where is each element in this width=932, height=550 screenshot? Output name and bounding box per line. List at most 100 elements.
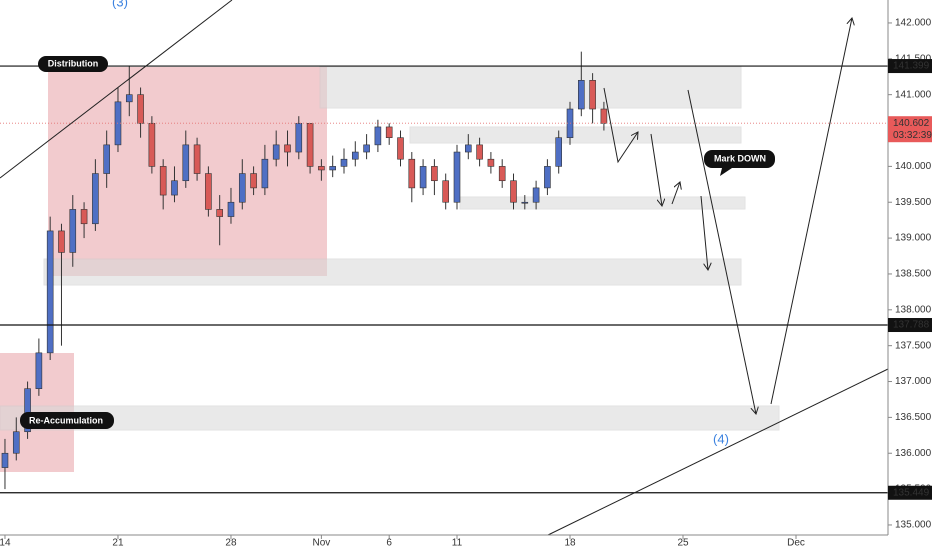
- x-tick-label: 14: [0, 538, 11, 549]
- candle-body: [578, 80, 585, 110]
- x-tick-label: Nov: [312, 538, 330, 549]
- zones: [0, 66, 780, 472]
- candle-body: [544, 166, 551, 189]
- level-label: 135.449: [893, 487, 930, 498]
- candle-body: [227, 201, 235, 217]
- candle-body: [363, 144, 370, 153]
- arrow: [650, 133, 662, 206]
- arrow: [770, 18, 852, 405]
- candle-body: [35, 352, 43, 389]
- candle-body: [318, 166, 325, 171]
- re-accumulation-label: Re-Accumulation: [29, 415, 103, 425]
- y-tick-label: 139.500: [895, 197, 932, 208]
- level-label: 137.788: [893, 320, 930, 331]
- candle-body: [80, 209, 88, 225]
- y-tick-label: 138.500: [895, 269, 932, 280]
- x-tick-label: Dec: [787, 538, 805, 549]
- candle-body: [159, 166, 167, 196]
- current-price-tag: [888, 116, 932, 143]
- current-price-label: 140.602: [893, 118, 930, 129]
- drawings: [0, 0, 889, 536]
- candle-body: [487, 158, 495, 167]
- level-tag: [888, 485, 932, 500]
- zone: [409, 126, 742, 144]
- time-axis: [0, 535, 932, 550]
- x-tick-label: 28: [225, 538, 237, 549]
- wave-label: (4): [713, 431, 729, 446]
- y-tick-label: 137.500: [895, 340, 932, 351]
- x-tick-label: 11: [452, 538, 463, 549]
- y-tick-label: 135.000: [895, 520, 932, 531]
- demand-zone: [0, 405, 780, 431]
- y-tick-label: 141.500: [895, 53, 932, 64]
- axes: 135.000135.500136.000136.500137.000137.5…: [0, 18, 932, 549]
- level-tag: [888, 59, 932, 74]
- candle-body: [374, 126, 382, 146]
- candle-body: [295, 123, 303, 153]
- candle-body: [431, 166, 438, 182]
- candle-body: [408, 158, 416, 189]
- candle-body: [510, 180, 517, 203]
- countdown: 03:32:39: [893, 130, 932, 141]
- candle-body: [125, 94, 133, 103]
- x-tick-label: 6: [386, 538, 392, 549]
- bubble: [38, 56, 108, 72]
- mark-down-label: Mark DOWN: [714, 153, 766, 163]
- plot: [0, 51, 888, 494]
- candle-body: [600, 108, 608, 124]
- bubble: [20, 412, 114, 429]
- candle-body: [1, 452, 9, 468]
- candle-body: [261, 158, 269, 189]
- candle-body: [58, 230, 65, 253]
- candle-body: [24, 388, 31, 433]
- y-tick-label: 138.000: [895, 304, 932, 315]
- y-tick-label: 139.000: [895, 233, 932, 244]
- candle-body: [351, 151, 359, 160]
- candle-body: [238, 173, 246, 203]
- arrow: [603, 87, 638, 164]
- price-axis: [888, 0, 932, 550]
- candle-body: [476, 144, 483, 160]
- candle-body: [419, 166, 427, 189]
- candle-body: [12, 431, 20, 454]
- trend-line: [547, 368, 889, 536]
- y-tick-label: 136.000: [895, 448, 932, 459]
- y-tick-label: 141.000: [895, 89, 932, 100]
- distribution-label: Distribution: [48, 58, 99, 68]
- candle-body: [148, 123, 156, 167]
- arrow: [700, 195, 708, 270]
- candle-body: [69, 209, 77, 253]
- candle-body: [272, 144, 280, 160]
- candle-body: [532, 187, 540, 203]
- candle-body: [92, 173, 99, 225]
- candle-body: [171, 180, 178, 196]
- zone: [43, 258, 742, 286]
- bubble: [704, 150, 775, 176]
- candle-body: [453, 151, 461, 203]
- candle-body: [46, 230, 54, 354]
- level-label: 141.399: [893, 61, 930, 72]
- y-tick-label: 136.500: [895, 412, 932, 423]
- arrow: [687, 89, 756, 414]
- candle-body: [250, 173, 257, 189]
- candle-body: [284, 144, 291, 153]
- y-tick-label: 140.000: [895, 161, 932, 172]
- labels: Distribution Re-Accumulation Mark DOWN (…: [20, 0, 775, 446]
- candle-body: [555, 137, 563, 167]
- supply-zone: [319, 66, 742, 109]
- level-tag: [888, 318, 932, 333]
- candle-body: [193, 144, 201, 174]
- candle-body: [442, 180, 449, 203]
- candle-body: [306, 123, 314, 167]
- x-tick-label: 18: [564, 538, 576, 549]
- candle-body: [205, 173, 212, 210]
- candle-body: [216, 209, 223, 217]
- wave-label: (3): [112, 0, 128, 9]
- candle-body: [521, 201, 529, 204]
- trend-line: [0, 0, 233, 179]
- x-tick-label: 25: [677, 538, 689, 549]
- y-tick-label: 137.000: [895, 376, 932, 387]
- candle-body: [329, 166, 336, 171]
- y-tick-label: 142.000: [895, 18, 932, 29]
